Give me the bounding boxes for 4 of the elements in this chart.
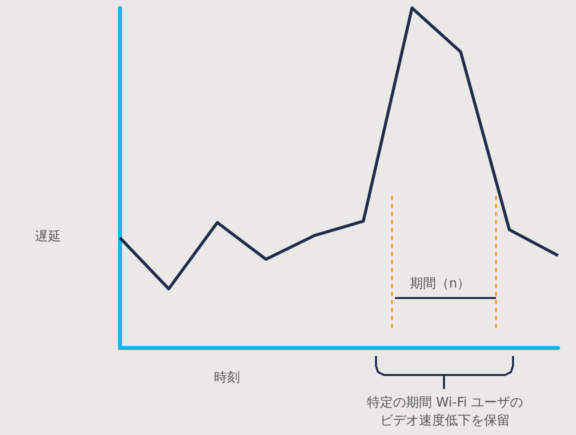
y-axis-title: 遅延	[35, 230, 61, 244]
text: 特定の期間 Wi-Fi ユーザのビデオ速度低下を保留	[366, 396, 524, 428]
annotation: 期間（n）	[410, 276, 470, 292]
x-axis-title: 時刻	[214, 370, 240, 386]
